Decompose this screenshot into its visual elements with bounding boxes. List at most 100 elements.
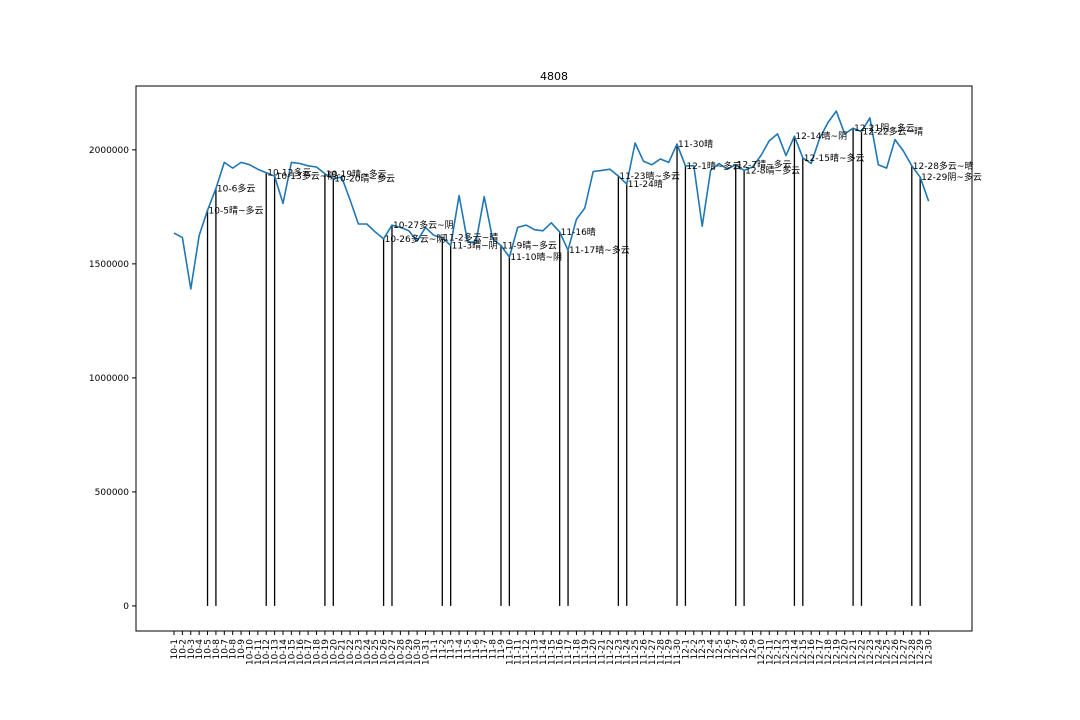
weather-annotation-label: 12-14晴~阴 [795,130,847,142]
x-tick-label: 12-9 [748,639,758,660]
series-line [173,110,930,290]
x-tick-label: 11-8 [489,639,499,660]
x-tick-label: 10-23 [354,639,364,665]
x-tick-label: 11-3 [447,639,457,659]
weather-annotation-label: 10-12多云 [267,167,311,179]
x-tick-label: 11-29 [665,639,675,665]
x-tick-label: 11-7 [480,639,490,659]
y-tick-label: 0 [123,602,129,612]
x-tick-label: 10-27 [388,639,398,665]
x-tick-label: 11-12 [522,639,532,665]
x-tick-label: 10-12 [262,639,272,665]
x-tick-label: 10-1 [170,639,180,659]
x-tick-label: 12-26 [891,639,901,665]
x-tick-label: 10-30 [413,639,423,665]
x-tick-label: 12-19 [832,639,842,665]
x-tick-label: 12-30 [925,639,935,665]
x-tick-label: 12-2 [690,639,700,659]
x-tick-label: 11-18 [572,639,582,665]
weather-annotation-label: 12-1晴~多云 [686,160,741,172]
x-tick-label: 11-22 [606,639,616,665]
x-tick-label: 11-1 [430,639,440,659]
x-tick-label: 12-16 [807,639,817,665]
y-axis: 0 500000 1000000 1500000 2000000 [89,146,136,612]
x-tick-label: 10-18 [313,639,323,665]
x-tick-label: 11-20 [589,639,599,665]
x-tick-label: 10-29 [405,639,415,665]
weather-annotation-label: 11-3晴~阴 [452,240,498,252]
weather-annotation-label: 10-26多云~阴 [385,233,446,245]
y-tick-label: 500000 [95,488,130,498]
x-tick-label: 11-5 [463,639,473,659]
x-tick-label: 10-11 [254,639,264,665]
y-tick-label: 1000000 [89,374,129,384]
weather-markers [206,128,921,606]
x-tick-label: 10-31 [422,639,432,665]
y-tick-label: 1500000 [89,260,129,270]
weather-annotation-label: 10-6多云 [217,183,255,195]
x-tick-label: 10-2 [178,639,188,659]
x-tick-label: 10-13 [271,639,281,665]
x-tick-label: 12-20 [841,639,851,665]
series-polyline [173,110,930,290]
x-tick-label: 11-6 [472,639,482,660]
x-tick-label: 10-22 [346,639,356,665]
weather-annotation-label: 12-7晴~多云 [737,159,792,171]
x-tick-label: 11-16 [556,639,566,665]
x-tick-label: 11-4 [455,639,465,660]
x-tick-label: 11-28 [656,639,666,665]
x-tick-label: 10-17 [304,639,314,665]
x-tick-label: 11-25 [631,639,641,665]
weather-annotation-label: 11-17晴~多云 [569,244,630,256]
x-tick-label: 12-24 [874,639,884,665]
x-tick-label: 12-15 [799,639,809,665]
x-tick-label: 11-24 [623,639,633,665]
x-tick-label: 11-13 [531,639,541,665]
weather-annotation-label: 12-22多云~晴 [862,126,923,138]
x-tick-label: 10-3 [187,639,197,659]
x-tick-label: 12-10 [757,639,767,665]
x-tick-label: 10-9 [237,639,247,660]
x-tick-label: 11-30 [673,639,683,665]
x-tick-label: 11-2 [438,639,448,659]
x-tick-label: 12-29 [916,639,926,665]
x-tick-label: 11-17 [564,639,574,665]
x-tick-label: 10-26 [380,639,390,665]
x-tick-label: 12-12 [774,639,784,665]
weather-annotation-label: 10-13多云~阴 [276,170,337,182]
x-tick-label: 10-4 [195,639,205,660]
weather-annotation-label: 10-20晴~多云 [334,172,395,184]
y-tick-label: 2000000 [89,146,129,156]
x-axis: 10-110-210-310-410-510-810-710-810-910-1… [170,631,935,665]
x-tick-label: 10-25 [371,639,381,665]
weather-annotations: 10-5晴~多云10-6多云10-12多云10-13多云~阴10-19晴~多云1… [209,122,982,263]
x-tick-label: 10-5 [204,639,214,659]
weather-annotation-label: 11-24晴 [628,178,663,190]
x-tick-label: 12-28 [908,639,918,665]
weather-annotation-label: 11-16晴 [561,226,596,238]
x-tick-label: 12-17 [816,639,826,665]
weather-annotation-label: 12-21阴~多云 [854,122,915,134]
x-tick-label: 12-13 [782,639,792,665]
x-tick-label: 10-8 [212,639,222,660]
x-tick-label: 10-14 [279,639,289,665]
weather-annotation-label: 10-27多云~阴 [393,219,454,231]
x-tick-label: 11-19 [581,639,591,665]
x-tick-label: 11-11 [514,639,524,665]
weather-annotation-label: 12-28多云~晴 [913,160,974,172]
x-tick-label: 12-8 [740,639,750,660]
weather-annotation-label: 10-19晴~多云 [326,168,387,180]
x-tick-label: 12-21 [849,639,859,665]
weather-annotation-label: 11-9晴~多云 [502,240,557,252]
weather-annotation-label: 12-29阴~多云 [921,171,982,183]
x-tick-label: 11-15 [547,639,557,665]
x-tick-label: 12-5 [715,639,725,659]
x-tick-label: 12-23 [866,639,876,665]
weather-annotation-label: 11-30晴 [678,138,713,150]
x-tick-label: 12-3 [698,639,708,659]
x-tick-label: 10-20 [329,639,339,665]
x-tick-label: 12-14 [790,639,800,665]
x-tick-label: 10-8 [229,639,239,660]
x-tick-label: 10-15 [287,639,297,665]
